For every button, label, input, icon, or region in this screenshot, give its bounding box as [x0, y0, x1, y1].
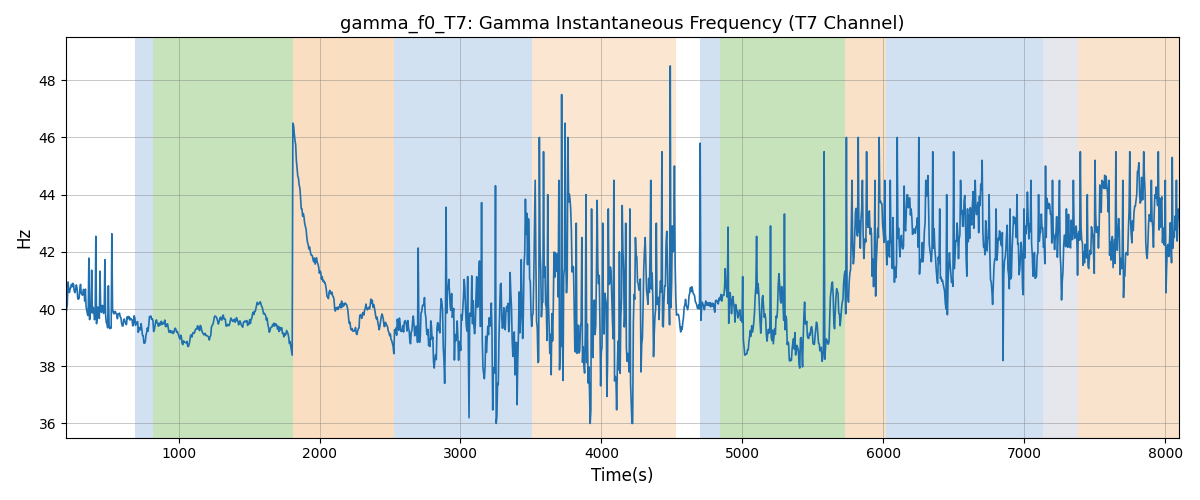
Title: gamma_f0_T7: Gamma Instantaneous Frequency (T7 Channel): gamma_f0_T7: Gamma Instantaneous Frequen…: [341, 15, 905, 34]
Bar: [720, 38, 845, 438]
Bar: [1043, 38, 1078, 438]
Bar: [293, 38, 395, 438]
Bar: [886, 38, 1043, 438]
Bar: [395, 38, 533, 438]
Bar: [154, 38, 293, 438]
X-axis label: Time(s): Time(s): [592, 467, 654, 485]
Bar: [700, 38, 720, 438]
Y-axis label: Hz: Hz: [16, 227, 34, 248]
Bar: [845, 38, 886, 438]
Bar: [533, 38, 676, 438]
Bar: [1078, 38, 1180, 438]
Bar: [134, 38, 154, 438]
